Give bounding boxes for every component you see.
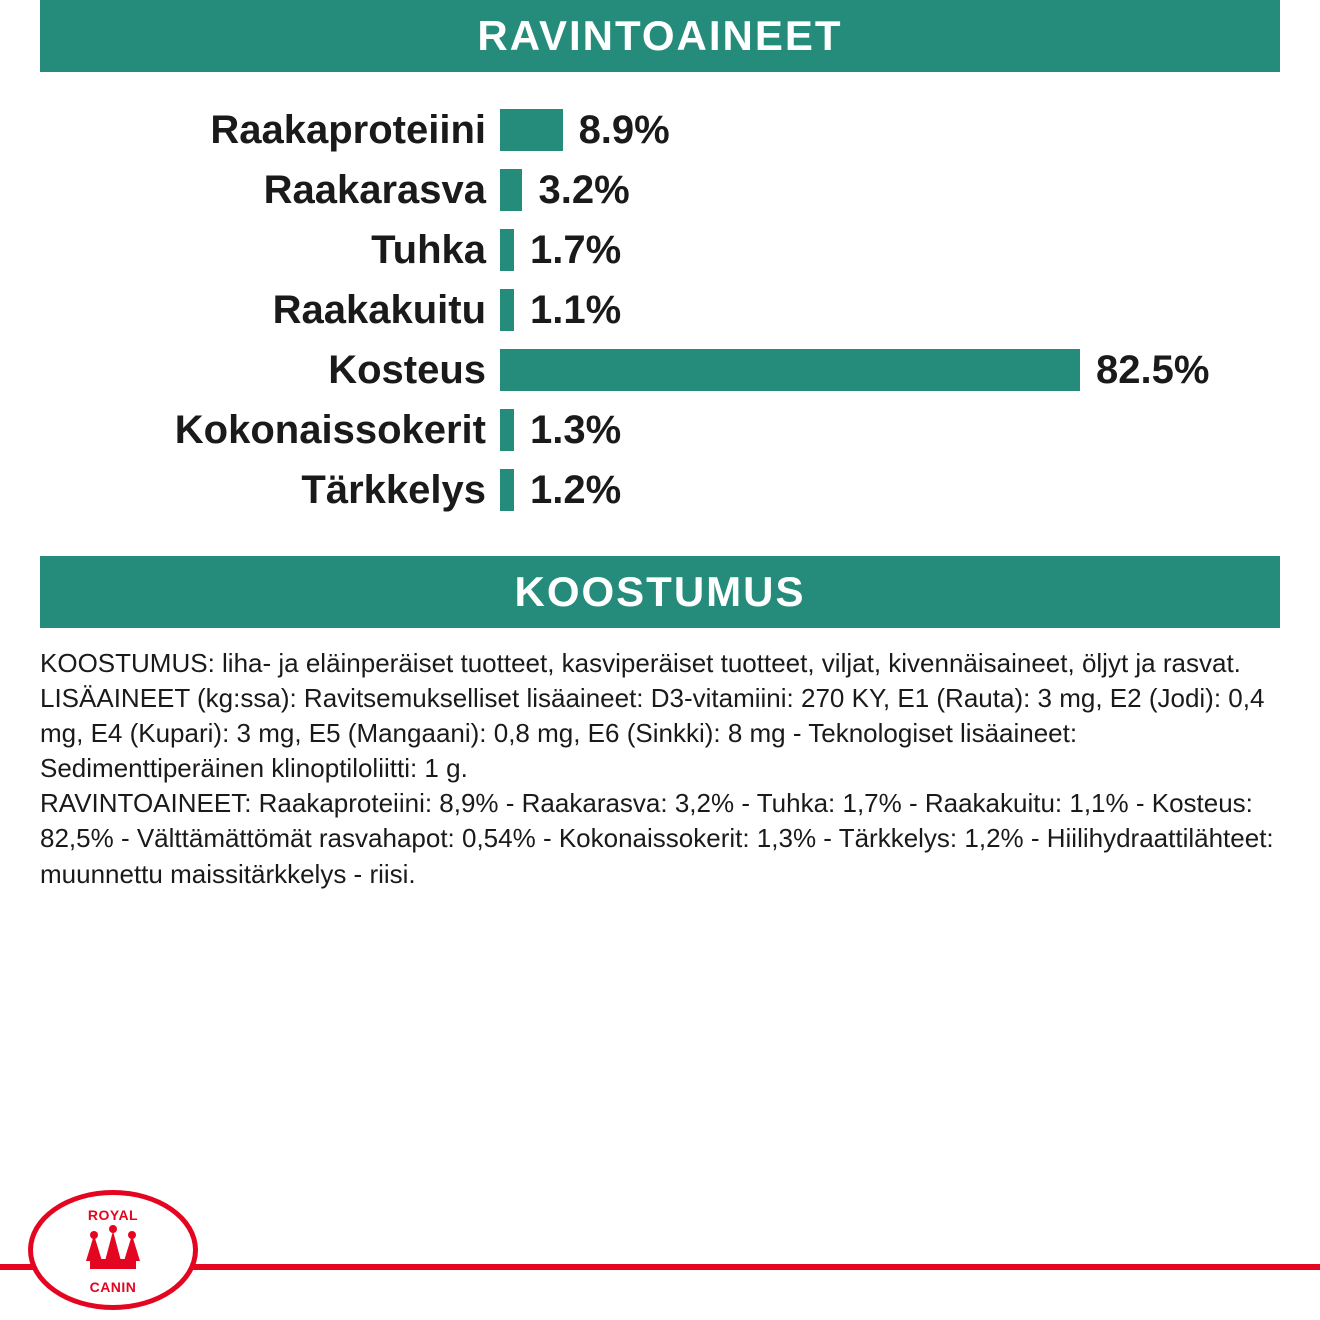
nutrient-bar bbox=[500, 229, 514, 271]
nutrient-bar bbox=[500, 409, 514, 451]
composition-title-banner: KOOSTUMUS bbox=[40, 556, 1280, 628]
nutrient-label: Kokonaissokerit bbox=[0, 408, 500, 453]
composition-paragraph: LISÄAINEET (kg:ssa): Ravitsemukselliset … bbox=[40, 681, 1280, 786]
nutrient-row: Raakarasva 3.2% bbox=[0, 160, 1320, 220]
nutrient-value: 82.5% bbox=[1080, 348, 1209, 393]
nutrient-label: Raakaproteiini bbox=[0, 108, 500, 153]
composition-paragraph: KOOSTUMUS: liha- ja eläinperäiset tuotte… bbox=[40, 646, 1280, 681]
nutrient-value: 1.7% bbox=[514, 228, 621, 273]
nutrient-value: 1.2% bbox=[514, 468, 621, 513]
nutrient-row: Tärkkelys 1.2% bbox=[0, 460, 1320, 520]
nutrients-bar-chart: Raakaproteiini 8.9% Raakarasva 3.2% Tuhka 1.7… bbox=[0, 72, 1320, 556]
nutrient-label: Raakarasva bbox=[0, 168, 500, 213]
nutrient-value: 3.2% bbox=[522, 168, 629, 213]
nutrient-value: 1.3% bbox=[514, 408, 621, 453]
nutrient-value: 1.1% bbox=[514, 288, 621, 333]
nutrients-title-banner: RAVINTOAINEET bbox=[40, 0, 1280, 72]
nutrient-label: Tuhka bbox=[0, 228, 500, 273]
nutrient-value: 8.9% bbox=[563, 108, 670, 153]
nutrient-bar bbox=[500, 289, 514, 331]
composition-paragraph: RAVINTOAINEET: Raakaproteiini: 8,9% - Ra… bbox=[40, 786, 1280, 891]
nutrient-label: Kosteus bbox=[0, 348, 500, 393]
brand-logo: ROYAL CANIN bbox=[28, 1190, 198, 1310]
nutrient-bar bbox=[500, 469, 514, 511]
nutrient-row: Raakakuitu 1.1% bbox=[0, 280, 1320, 340]
nutrient-bar bbox=[500, 109, 563, 151]
crown-icon bbox=[84, 1231, 142, 1269]
nutrient-row: Tuhka 1.7% bbox=[0, 220, 1320, 280]
nutrient-label: Raakakuitu bbox=[0, 288, 500, 333]
nutrient-label: Tärkkelys bbox=[0, 468, 500, 513]
footer-brand-stripe bbox=[0, 1264, 1320, 1270]
logo-text-top: ROYAL bbox=[33, 1207, 193, 1223]
nutrient-bar bbox=[500, 349, 1080, 391]
composition-text-block: KOOSTUMUS: liha- ja eläinperäiset tuotte… bbox=[0, 628, 1320, 892]
nutrient-row: Raakaproteiini 8.9% bbox=[0, 100, 1320, 160]
nutrient-row: Kosteus 82.5% bbox=[0, 340, 1320, 400]
logo-text-bottom: CANIN bbox=[33, 1279, 193, 1295]
nutrient-bar bbox=[500, 169, 522, 211]
nutrient-row: Kokonaissokerit 1.3% bbox=[0, 400, 1320, 460]
